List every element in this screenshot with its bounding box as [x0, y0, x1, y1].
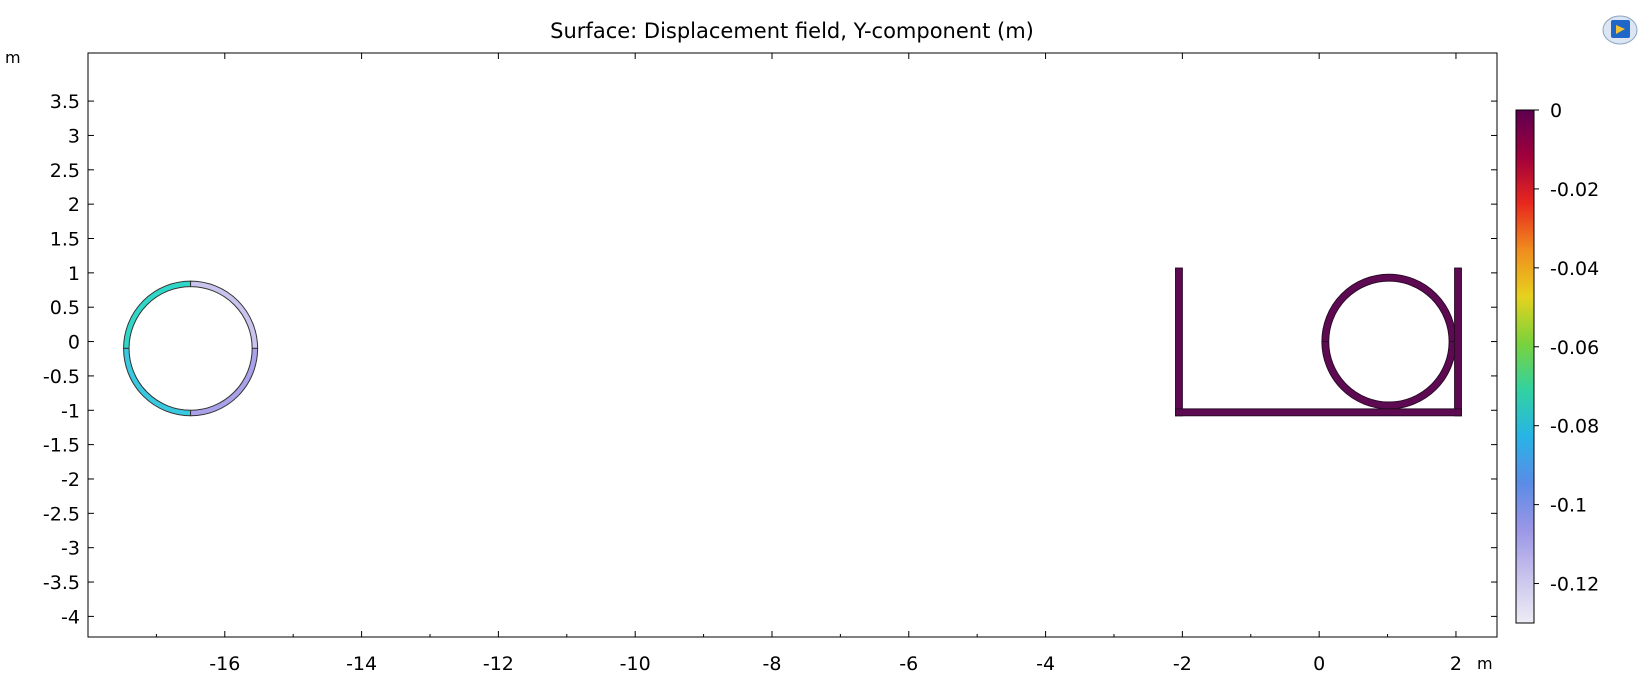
- comsol-logo-icon[interactable]: [1602, 15, 1638, 45]
- x-tick-label: 0: [1313, 653, 1325, 675]
- y-axis-unit: m: [5, 48, 21, 67]
- x-tick-label: -2: [1173, 653, 1192, 675]
- plot-frame: [87, 52, 1498, 638]
- left-ring-segment: [190, 280, 259, 349]
- x-tick-label: -12: [483, 653, 514, 675]
- colorbar-tick-label: -0.08: [1550, 416, 1599, 438]
- left-ring-segment: [123, 347, 192, 417]
- u-channel: [1175, 267, 1462, 417]
- y-axis: 3.5 3 2.5 2 1.5 1 0.5 0 -0.5 -1 -1.5 -2 -2.5 -3 -3.5 -4: [43, 91, 1497, 628]
- y-tick-label: -2.5: [43, 503, 80, 525]
- colorbar-tick-label: -0.04: [1550, 258, 1599, 280]
- x-tick-label: -4: [1036, 653, 1055, 675]
- y-tick-label: 3: [68, 125, 80, 147]
- colorbar-gradient: [1515, 109, 1535, 624]
- colorbar-tick-label: -0.12: [1550, 574, 1599, 596]
- y-tick-label: 0.5: [50, 297, 80, 319]
- y-tick-label: -0.5: [43, 366, 80, 388]
- y-tick-label: -4: [61, 606, 80, 628]
- colorbar: 0 -0.02 -0.04 -0.06 -0.08 -0.1 -0.12: [1515, 100, 1599, 624]
- u-channel-right-wall: [1454, 267, 1462, 417]
- colorbar-tick-label: -0.1: [1550, 495, 1587, 517]
- colorbar-tick-label: 0: [1550, 100, 1562, 122]
- y-tick-label: -1.5: [43, 435, 80, 457]
- shapes-layer: [123, 267, 1462, 417]
- y-tick-label: 1.5: [50, 229, 80, 251]
- right-ring: [1321, 273, 1457, 410]
- x-tick-label: 2: [1450, 653, 1462, 675]
- y-tick-label: 3.5: [50, 91, 80, 113]
- colorbar-tick-label: -0.02: [1550, 179, 1599, 201]
- y-tick-label: 1: [68, 263, 80, 285]
- left-ring-segment: [123, 280, 192, 349]
- left-ring-segment: [190, 347, 259, 417]
- x-axis-unit: m: [1477, 654, 1493, 673]
- x-tick-label: -10: [620, 653, 651, 675]
- y-tick-label: -2: [61, 469, 80, 491]
- x-tick-label: -16: [209, 653, 240, 675]
- x-axis: -16 -14 -12 -10 -8 -6 -4 -2 0 2: [155, 53, 1462, 675]
- u-channel-base: [1175, 408, 1462, 417]
- colorbar-tick-label: -0.06: [1550, 337, 1599, 359]
- x-tick-label: -6: [899, 653, 918, 675]
- y-tick-label: -3: [61, 538, 80, 560]
- y-tick-label: -3.5: [43, 572, 80, 594]
- y-tick-label: -1: [61, 400, 80, 422]
- chart-title: Surface: Displacement field, Y-component…: [550, 19, 1034, 43]
- y-tick-label: 2: [68, 194, 80, 216]
- y-tick-label: 2.5: [50, 160, 80, 182]
- y-tick-label: 0: [68, 332, 80, 354]
- x-tick-label: -8: [763, 653, 782, 675]
- x-tick-label: -14: [346, 653, 377, 675]
- u-channel-left-wall: [1175, 267, 1183, 417]
